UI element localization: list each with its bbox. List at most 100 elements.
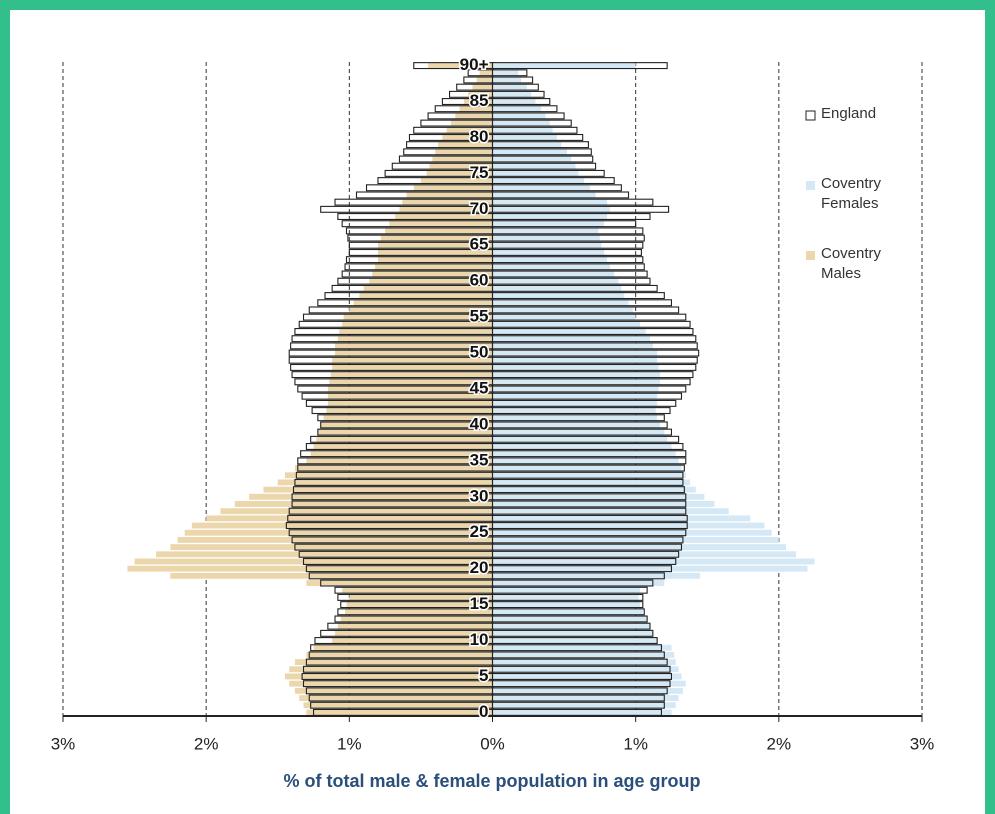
outline-bar (491, 421, 668, 429)
legend-label: Coventry Males (821, 245, 882, 282)
outline-bar (491, 687, 668, 695)
outline-bar (491, 162, 597, 170)
bar (492, 651, 675, 658)
bar (349, 594, 493, 601)
outline-bar (491, 69, 528, 77)
bar (492, 666, 679, 673)
bar (492, 112, 546, 119)
outline-bar (491, 292, 665, 300)
bar (249, 493, 493, 500)
outline-bar (491, 701, 665, 709)
bar (492, 306, 633, 313)
bar (289, 680, 493, 687)
bar (220, 508, 493, 515)
outline-bar (491, 680, 671, 688)
bar (492, 457, 679, 464)
outline-bar (491, 141, 589, 149)
age-label: 30 (470, 486, 489, 505)
outline-bar (491, 608, 645, 616)
bar (492, 235, 600, 242)
x-tick-label: 2% (767, 734, 792, 753)
bar (492, 465, 682, 472)
bar (177, 536, 493, 543)
bar (492, 91, 532, 98)
outline-bar (491, 191, 630, 199)
bar (450, 120, 493, 127)
age-label: 50 (470, 343, 489, 362)
outline-bar (491, 378, 691, 386)
outline-bar (491, 550, 680, 558)
outline-bar (491, 98, 551, 106)
outline-bar (491, 644, 662, 652)
outline-bar (491, 593, 644, 601)
bar (492, 62, 636, 69)
bar (492, 227, 599, 234)
bar (313, 644, 493, 651)
bar (492, 587, 640, 594)
outline-bar (491, 471, 684, 479)
outline-bar (491, 119, 572, 127)
bar (369, 278, 493, 285)
bar (492, 98, 536, 105)
outline-bar (491, 399, 677, 407)
bar (492, 623, 650, 630)
x-tick-label: 0% (480, 734, 505, 753)
bar (492, 695, 679, 701)
bar (492, 551, 797, 558)
bar (306, 651, 493, 658)
outline-bar (491, 442, 684, 450)
age-label: 5 (479, 666, 488, 685)
bar (492, 314, 636, 321)
outline-bar (491, 234, 645, 242)
bar (327, 393, 493, 400)
outline-bar (491, 263, 645, 271)
outline-bar (491, 543, 683, 551)
bar (492, 709, 672, 716)
age-label: 60 (470, 271, 489, 290)
bar (385, 227, 493, 234)
bar (316, 436, 493, 443)
outline-bar (491, 177, 615, 185)
outline-bar (491, 392, 683, 400)
outline-bar (491, 363, 697, 371)
bar (492, 572, 701, 579)
bar (492, 328, 646, 335)
outline-bar (491, 622, 651, 630)
bar (438, 141, 493, 148)
outline-bar (491, 450, 687, 458)
bar (170, 572, 493, 579)
outline-bar (491, 615, 648, 623)
outline-bar (491, 76, 534, 84)
bar (413, 184, 493, 191)
age-label: 85 (470, 91, 489, 110)
bar (349, 306, 493, 313)
outline-bar (491, 342, 698, 350)
bar (492, 393, 658, 400)
bar (206, 515, 493, 522)
bar (492, 278, 619, 285)
bar (377, 242, 493, 249)
outline-bar (491, 529, 687, 537)
outline-bar (491, 651, 665, 659)
outline-bar (491, 507, 687, 515)
bar (492, 565, 808, 572)
bar (492, 479, 691, 486)
bar (340, 616, 493, 622)
bar (479, 69, 493, 76)
bar (395, 213, 493, 220)
outline-bar (491, 90, 545, 98)
bar (335, 342, 493, 349)
bar (492, 192, 596, 198)
bar (492, 637, 658, 644)
bar (459, 105, 493, 112)
bar (375, 263, 493, 270)
x-tick-label: 1% (623, 734, 648, 753)
outline-bar (491, 407, 671, 415)
bar (492, 529, 772, 536)
bar (389, 220, 493, 227)
x-axis-label: % of total male & female population in a… (283, 771, 700, 791)
outline-bar (491, 464, 685, 472)
bar (446, 127, 493, 134)
bar (492, 256, 608, 263)
